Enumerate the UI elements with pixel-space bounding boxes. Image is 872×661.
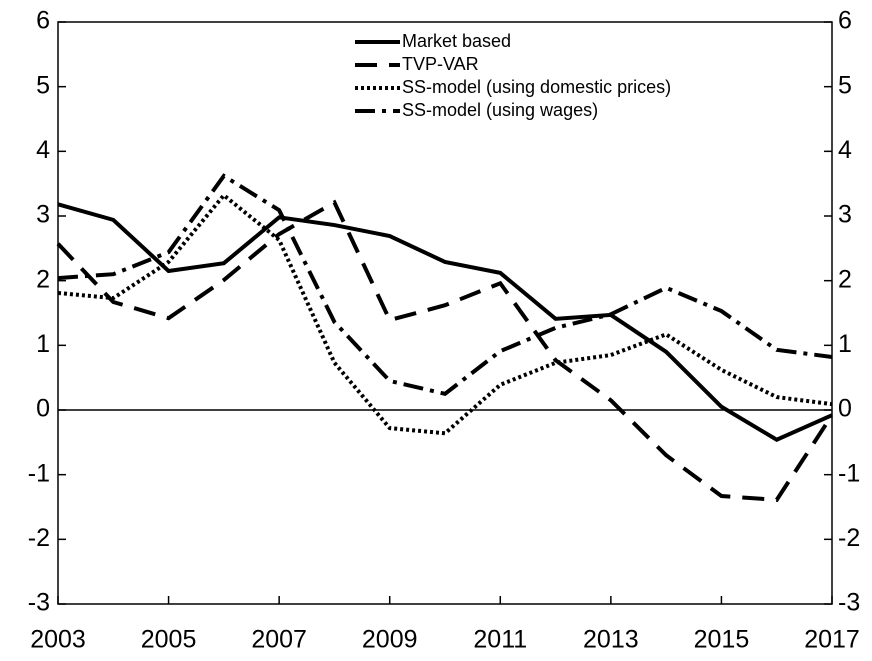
x-tick-label: 2017 [804, 626, 860, 654]
x-tick-label: 2011 [473, 626, 527, 654]
y-tick-label: 6 [36, 7, 50, 35]
y2-tick-label: 1 [838, 330, 852, 358]
legend-label: SS-model (using domestic prices) [402, 77, 671, 97]
y-tick-label: 2 [36, 265, 50, 293]
series-line [56, 199, 834, 502]
x-tick-label: 2005 [141, 626, 197, 654]
y2-tick-label: 0 [838, 395, 852, 423]
legend-label: SS-model (using wages) [402, 100, 598, 120]
series-line [57, 192, 833, 436]
y2-tick-label: 3 [838, 201, 852, 229]
x-tick-label: 2007 [251, 626, 307, 654]
y-tick-label: 1 [36, 330, 50, 358]
x-tick-label: 2009 [362, 626, 418, 654]
series-line [57, 173, 833, 396]
y-tick-label: 5 [36, 71, 50, 99]
y2-tick-label: 4 [838, 136, 852, 164]
y2-tick-label: -2 [838, 524, 860, 552]
y2-tick-label: -1 [838, 459, 860, 487]
y2-tick-label: 5 [838, 71, 852, 99]
y-tick-label: 3 [36, 201, 50, 229]
plot-frame [57, 21, 833, 605]
y2-tick-label: 6 [838, 7, 852, 35]
x-tick-label: 2003 [30, 626, 86, 654]
y-tick-label: 4 [36, 136, 50, 164]
y-tick-label: -3 [28, 589, 50, 617]
legend-label: Market based [402, 31, 511, 51]
y-tick-label: -1 [28, 459, 50, 487]
series-line [57, 202, 833, 442]
y2-tick-label: -3 [838, 589, 860, 617]
legend-label: TVP-VAR [402, 54, 479, 74]
y2-tick-label: 2 [838, 265, 852, 293]
y-tick-label: -2 [28, 524, 50, 552]
x-tick-label: 2015 [694, 626, 750, 654]
x-tick-label: 2013 [583, 626, 639, 654]
y-tick-label: 0 [36, 395, 50, 423]
